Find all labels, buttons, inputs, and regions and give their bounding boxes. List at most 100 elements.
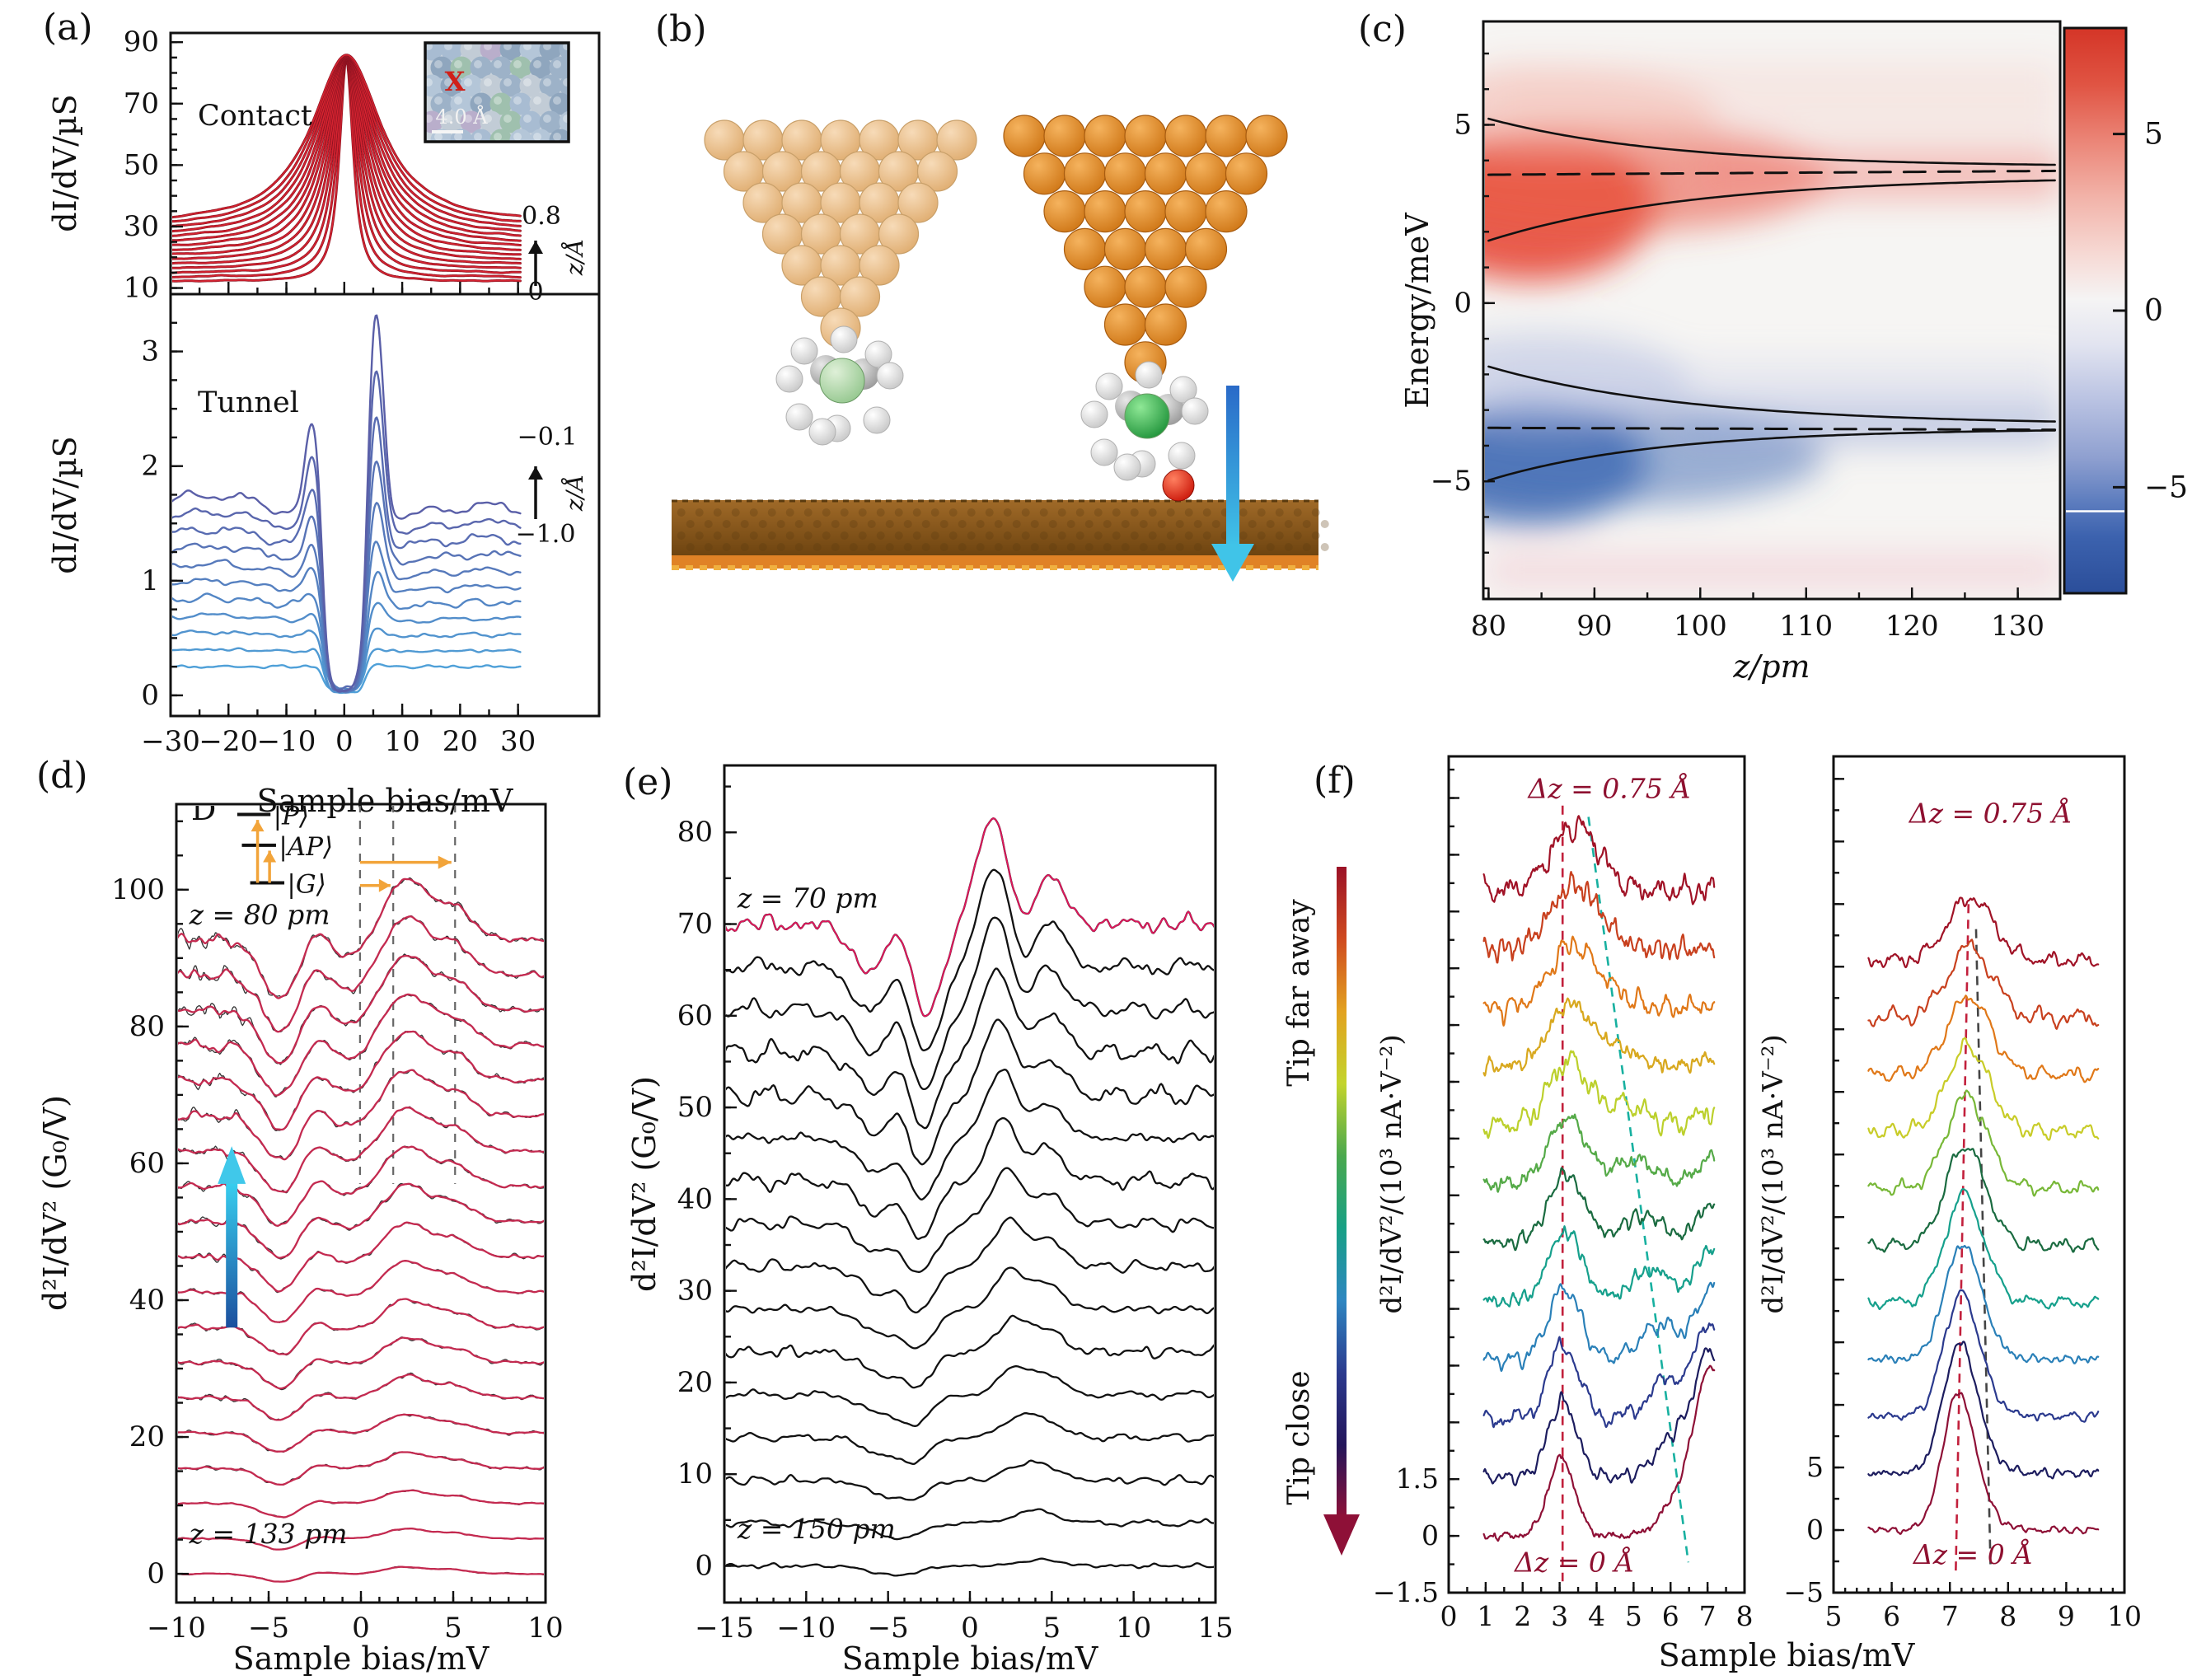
curve [172, 54, 522, 218]
plot-frame [1482, 20, 2062, 601]
x-tick-label: 0 [352, 1612, 370, 1645]
z-top-label: 0.8 [522, 202, 561, 231]
x-tick-label: −10 [257, 725, 316, 758]
scale-bar-label: 4.0 Å [435, 105, 488, 129]
panel-d-content: D |P⟩|AP⟩ |G⟩z = 80 pm z = 133 pm [178, 806, 544, 1583]
z-top-annotation: z = 80 pm [189, 898, 330, 930]
tip-approach-arrow [226, 1180, 238, 1328]
curve [1487, 179, 2056, 242]
panel-label-f: (f) [1314, 760, 1356, 802]
panel-f: Δz = 0.75 Å Δz = 0 Å Δz = 0.75 Å Δz = 0 Å 1.… [1282, 755, 2142, 1673]
x-marker: X [445, 66, 466, 97]
curve [1482, 1347, 1716, 1486]
overlay-curves [1487, 117, 2057, 482]
y-tick-label: 90 [124, 26, 159, 58]
surface-bottom-layer [672, 555, 1318, 569]
curve [178, 1373, 544, 1421]
curve [1867, 1037, 2100, 1141]
panel-f-left-content: Δz = 0.75 Å Δz = 0 Å [1482, 772, 1716, 1582]
adatom [1162, 469, 1195, 502]
plot-frame [1832, 755, 2126, 1594]
tunnel-label: Tunnel [198, 386, 299, 419]
fit-curve [726, 817, 1214, 1018]
curve [726, 1557, 1214, 1577]
y-tick-label: 50 [124, 148, 159, 181]
curve [178, 1182, 544, 1259]
x-tick-label: 6 [1662, 1600, 1679, 1632]
y-tick-label: 50 [677, 1091, 713, 1124]
curve [1482, 935, 1716, 1027]
arrow-head [251, 820, 265, 832]
dashed-gray-guide [1974, 929, 1992, 1570]
curve [726, 1411, 1214, 1466]
curve [1487, 365, 2056, 423]
dz-bottom-annotation: Δz = 0 Å [1912, 1537, 2033, 1570]
curve [172, 570, 522, 690]
curve [178, 1145, 544, 1227]
curve [726, 1314, 1214, 1389]
curve [172, 416, 522, 691]
y-tick-label: 20 [677, 1366, 713, 1399]
curve [1867, 1089, 2100, 1197]
stm-inset: X 4.0 Å [424, 41, 570, 143]
z-bottom-label: 0 [527, 278, 543, 307]
curve [1867, 1148, 2100, 1253]
arrow-head [528, 241, 543, 254]
dashed-teal-guide [1587, 817, 1690, 1563]
y-axis-label: dI/dV/µS [47, 436, 83, 573]
curve [172, 541, 522, 693]
contact-curves [172, 54, 522, 283]
tunnel-curves [172, 314, 522, 695]
curve [1867, 1341, 2100, 1480]
curve [1867, 1392, 2100, 1535]
x-axis-label: Sample bias/mV [1659, 1637, 1915, 1673]
curve [1867, 1188, 2100, 1310]
colorbar-tick-label: −5 [2144, 470, 2188, 504]
curve [1867, 938, 2100, 1030]
x-tick-label: 8 [1736, 1600, 1754, 1632]
panel-label-c: (c) [1358, 8, 1407, 50]
y-tick-label: 1.5 [1396, 1462, 1439, 1495]
z-top-label: −0.1 [518, 423, 578, 452]
y-axis-label: Energy/meV [1399, 213, 1436, 409]
panel-label-e: (e) [623, 761, 673, 803]
z-bottom-label: −1.0 [516, 520, 576, 549]
panel-f-right-content: Δz = 0.75 Å Δz = 0 Å [1867, 797, 2100, 1575]
curve [1482, 871, 1716, 964]
panel-b-scene [672, 115, 1329, 582]
y-axis-label: d²I/dV² (G₀/V) [37, 1095, 73, 1311]
curve [1482, 815, 1716, 906]
curve [726, 1508, 1214, 1541]
z-axis-label: z/Å [561, 239, 588, 276]
y-tick-label: 0 [695, 1549, 713, 1582]
x-tick-label: 30 [500, 725, 536, 758]
y-tick-label: 30 [124, 210, 159, 243]
y-tick-label: 80 [129, 1010, 165, 1043]
x-tick-label: 8 [1999, 1600, 2016, 1632]
x-tick-label: 2 [1514, 1600, 1531, 1632]
x-tick-label: 7 [1699, 1600, 1717, 1632]
curve [172, 601, 522, 693]
x-tick-label: 3 [1551, 1600, 1568, 1632]
panel-e: z = 70 pmz = 150 pm01020304050607080−15−… [626, 764, 1234, 1677]
tip-distance-arrow-head [1323, 1514, 1360, 1556]
y-tick-label: 60 [129, 1147, 165, 1180]
z-top-annotation: z = 70 pm [737, 882, 878, 914]
dashed-red-guide [1954, 904, 1970, 1575]
y-tick-label: −5 [1431, 465, 1472, 498]
curve [178, 877, 544, 999]
curve [178, 1260, 544, 1323]
curve [178, 1030, 544, 1131]
x-tick-label: 9 [2058, 1600, 2075, 1632]
curve [726, 916, 1214, 1091]
x-tick-label: −10 [776, 1612, 836, 1645]
curve [178, 877, 544, 998]
curve [178, 1069, 544, 1161]
x-tick-label: 20 [443, 725, 478, 758]
contact-label: Contact [198, 100, 312, 133]
y-tick-label: 3 [141, 335, 159, 368]
curve [726, 1068, 1214, 1200]
x-tick-label: 4 [1588, 1600, 1605, 1632]
arrow-head [438, 855, 452, 869]
